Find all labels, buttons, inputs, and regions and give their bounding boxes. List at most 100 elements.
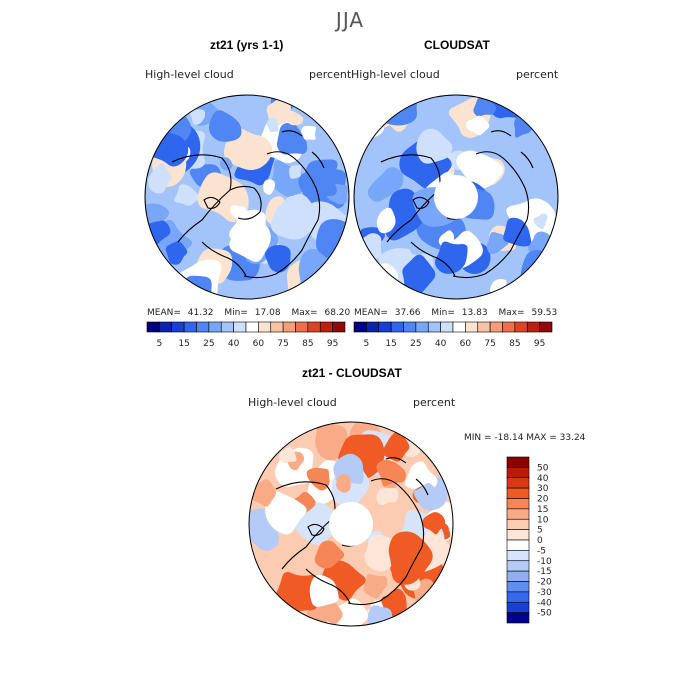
panel-1-field-patch [148, 163, 172, 194]
diff-panel-map-border [248, 421, 454, 627]
panel-2-colorbar-tick-label: 75 [484, 339, 495, 349]
diff-colorbar-tick-label: -40 [537, 598, 552, 608]
panel-2-field-patch [473, 97, 496, 117]
panel-2-field-patch [435, 241, 468, 274]
panel-1-colorbar-box [270, 321, 284, 333]
panel-1-colorbar-box [208, 321, 222, 333]
diff-colorbar-tick-label: -10 [537, 557, 552, 567]
panel-1-field-patch [301, 125, 316, 140]
panel-1-variable-label: High-level cloud [145, 68, 234, 81]
panel-2-colorbar-box [489, 321, 503, 333]
panel-2-colorbar-box [366, 321, 380, 333]
panel-1-colorbar-box [307, 321, 321, 333]
panel-2-no-data-hole [434, 175, 478, 219]
panel-1-colorbar-tick-label: 40 [228, 339, 240, 349]
panel-1-field-patch [289, 165, 302, 179]
panel-2-colorbar-box [415, 321, 429, 333]
panel-1-colorbar-box [258, 321, 272, 333]
panel-1-colorbar-tick-label: 60 [253, 339, 265, 349]
panel-1-colorbar-box [295, 321, 309, 333]
panel-1-colorbar-box [233, 321, 247, 333]
panel-1-max-label: Max= [291, 308, 318, 318]
panel-1-colorbar-box [332, 321, 346, 333]
panel-2-colorbar-box [526, 321, 540, 333]
diff-panel-field-patch [413, 483, 437, 507]
panel-1-field-patch [266, 117, 279, 133]
panel-2-map-border [353, 94, 559, 300]
diff-panel-field-patch [309, 574, 339, 607]
panel-2-colorbar-tick-label: 15 [385, 339, 396, 349]
diff-colorbar-box [506, 591, 530, 603]
panel-1-field-patch [298, 248, 340, 299]
panel-2-units-label: percent [516, 68, 559, 81]
diff-panel-field-patch [323, 603, 343, 625]
panel-1-colorbar: 5 15 25 40 60 75 85 95 [146, 321, 346, 349]
diff-panel-polar-map [248, 421, 454, 627]
diff-panel-title: zt21 - CLOUDSAT [302, 366, 402, 380]
panel-1-field-patch [302, 159, 338, 197]
panel-1-polar-map [144, 94, 350, 300]
panel-1-colorbar-box [171, 321, 185, 333]
panel-1-coastline [201, 241, 247, 277]
diff-colorbar-box [506, 570, 530, 582]
panel-1-colorbar-box [159, 321, 173, 333]
panel-1-title: zt21 (yrs 1-1) [210, 38, 284, 52]
panel-2-max-value: 59.53 [531, 308, 558, 318]
panel-2-polar-map [353, 94, 559, 300]
panel-1-colorbar-tick-label: 5 [157, 339, 163, 349]
diff-panel-field-patch [278, 446, 297, 464]
diff-colorbar-tick-label: -20 [537, 578, 552, 588]
panel-1-field-patch [287, 110, 304, 126]
panel-1-colorbar-box [146, 321, 160, 333]
panel-2-field-patch [373, 95, 419, 126]
panel-1-map-border [144, 94, 350, 300]
panel-1-stats: MEAN= 41.32 Min= 17.08 Max= 68.20 [147, 308, 350, 318]
diff-panel-field-patch [388, 531, 433, 585]
panel-1-colorbar-tick-label: 25 [203, 339, 214, 349]
panel-1-field-patch [271, 159, 309, 198]
panel-2-coastline [452, 219, 528, 279]
diff-panel-field-patch [426, 598, 440, 613]
panel-1-mean-value: 41.32 [187, 308, 214, 318]
panel-2-variable-label: High-level cloud [351, 68, 440, 81]
panel-1-field-patch [229, 220, 271, 262]
panel-2-colorbar: 5 15 25 40 60 75 85 95 [353, 321, 553, 349]
panel-1-coastline [281, 130, 325, 169]
panel-1-colorbar-tick-label: 75 [277, 339, 288, 349]
panel-2-field-patch [376, 207, 396, 234]
panel-2-field-patch [367, 167, 404, 202]
diff-colorbar-box [506, 456, 530, 468]
panel-2-field-patch [402, 254, 436, 295]
diff-colorbar-tick-label: -50 [537, 609, 552, 619]
diff-panel-stats: MIN = -18.14 MAX = 33.24 [464, 433, 586, 443]
diff-panel-field-patch [430, 447, 453, 467]
panel-2-coastline [412, 196, 430, 209]
panel-2-field-patch [416, 128, 453, 164]
panel-1-min-label: Min= [224, 308, 248, 318]
diff-colorbar-box [506, 487, 530, 499]
diff-colorbar-box [506, 518, 530, 530]
diff-colorbar-box [506, 612, 530, 624]
panel-2-field-patch [520, 249, 558, 288]
panel-2-colorbar-box [477, 321, 491, 333]
diff-colorbar-tick-label: 15 [537, 505, 548, 515]
diff-colorbar-box [506, 601, 530, 613]
diff-panel-field-patch [382, 430, 410, 462]
diff-colorbar-box [506, 539, 530, 551]
panel-2-stats: MEAN= 37.66 Min= 13.83 Max= 59.53 [354, 308, 557, 318]
panel-2-field-patch [354, 269, 376, 293]
panel-1-colorbar-box [196, 321, 210, 333]
diff-panel-field-patch [314, 540, 345, 569]
panel-1-field-patch [180, 275, 212, 299]
panel-1-units-label: percent [309, 68, 352, 81]
panel-1-coastline [229, 185, 262, 220]
panel-2-field-patch [535, 102, 557, 128]
panel-1-mean-label: MEAN= [147, 308, 181, 318]
panel-2-colorbar-tick-label: 25 [410, 339, 421, 349]
panel-2-field-patch [465, 115, 490, 136]
panel-1-colorbar-box [319, 321, 333, 333]
panel-2-coastline [410, 241, 456, 277]
panel-2-mean-label: MEAN= [354, 308, 388, 318]
diff-panel-variable-label: High-level cloud [248, 396, 337, 409]
page-title: JJA [335, 8, 365, 32]
